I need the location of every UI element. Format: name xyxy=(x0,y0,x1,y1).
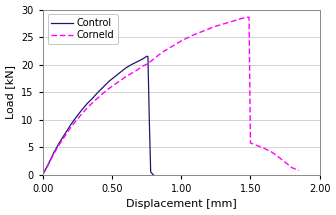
Corneld xyxy=(245,16,249,18)
Y-axis label: Load [kN]: Load [kN] xyxy=(6,65,15,119)
Corneld xyxy=(96,97,100,99)
Corneld xyxy=(79,113,83,115)
Corneld xyxy=(179,40,183,42)
Corneld xyxy=(207,28,211,30)
Corneld xyxy=(218,24,222,26)
Corneld xyxy=(251,143,255,145)
Corneld xyxy=(196,32,200,35)
Control xyxy=(107,80,111,83)
X-axis label: Displacement [mm]: Displacement [mm] xyxy=(126,200,237,209)
Corneld xyxy=(124,75,128,78)
Corneld xyxy=(247,16,251,18)
Control xyxy=(129,63,133,66)
Corneld xyxy=(174,43,178,46)
Corneld xyxy=(52,153,56,155)
Corneld xyxy=(113,83,117,86)
Corneld xyxy=(135,69,139,71)
Corneld xyxy=(235,19,239,21)
Corneld xyxy=(229,20,233,23)
Control xyxy=(113,75,117,78)
Control xyxy=(118,71,122,74)
Corneld xyxy=(255,144,259,147)
Corneld xyxy=(90,101,94,104)
Control xyxy=(146,55,150,58)
Control xyxy=(41,174,45,176)
Control xyxy=(96,91,100,94)
Control xyxy=(46,163,50,166)
Corneld xyxy=(212,25,216,28)
Corneld xyxy=(118,79,122,82)
Corneld xyxy=(63,135,67,138)
Corneld xyxy=(240,17,244,20)
Corneld xyxy=(201,30,205,32)
Control xyxy=(101,85,106,88)
Corneld xyxy=(185,37,189,40)
Control xyxy=(90,97,94,100)
Line: Control: Control xyxy=(43,56,154,175)
Corneld xyxy=(190,34,194,37)
Corneld xyxy=(276,155,280,158)
Control xyxy=(124,67,128,69)
Corneld xyxy=(85,107,89,109)
Line: Corneld: Corneld xyxy=(43,17,299,175)
Corneld xyxy=(152,58,156,60)
Corneld xyxy=(297,169,301,172)
Corneld xyxy=(68,127,72,129)
Corneld xyxy=(74,120,78,122)
Control xyxy=(152,174,156,176)
Control xyxy=(63,133,67,135)
Corneld xyxy=(129,72,133,75)
Control xyxy=(57,142,61,144)
Corneld xyxy=(146,62,150,65)
Control xyxy=(68,124,72,127)
Control xyxy=(144,55,149,58)
Corneld xyxy=(107,87,111,90)
Corneld xyxy=(101,91,106,94)
Control xyxy=(135,61,139,63)
Corneld xyxy=(157,54,161,56)
Corneld xyxy=(46,164,50,166)
Corneld xyxy=(57,143,61,146)
Corneld xyxy=(283,161,287,163)
Corneld xyxy=(140,65,144,68)
Corneld xyxy=(290,166,294,169)
Corneld xyxy=(262,147,266,150)
Corneld xyxy=(223,22,227,25)
Corneld xyxy=(168,46,172,49)
Corneld xyxy=(163,50,167,52)
Control xyxy=(85,103,89,105)
Legend: Control, Corneld: Control, Corneld xyxy=(47,14,118,44)
Control xyxy=(74,116,78,119)
Corneld xyxy=(41,174,45,176)
Control xyxy=(149,171,153,173)
Control xyxy=(79,109,83,112)
Control xyxy=(147,118,151,121)
Corneld xyxy=(269,150,273,153)
Control xyxy=(52,152,56,154)
Corneld xyxy=(248,142,252,144)
Control xyxy=(140,58,144,60)
